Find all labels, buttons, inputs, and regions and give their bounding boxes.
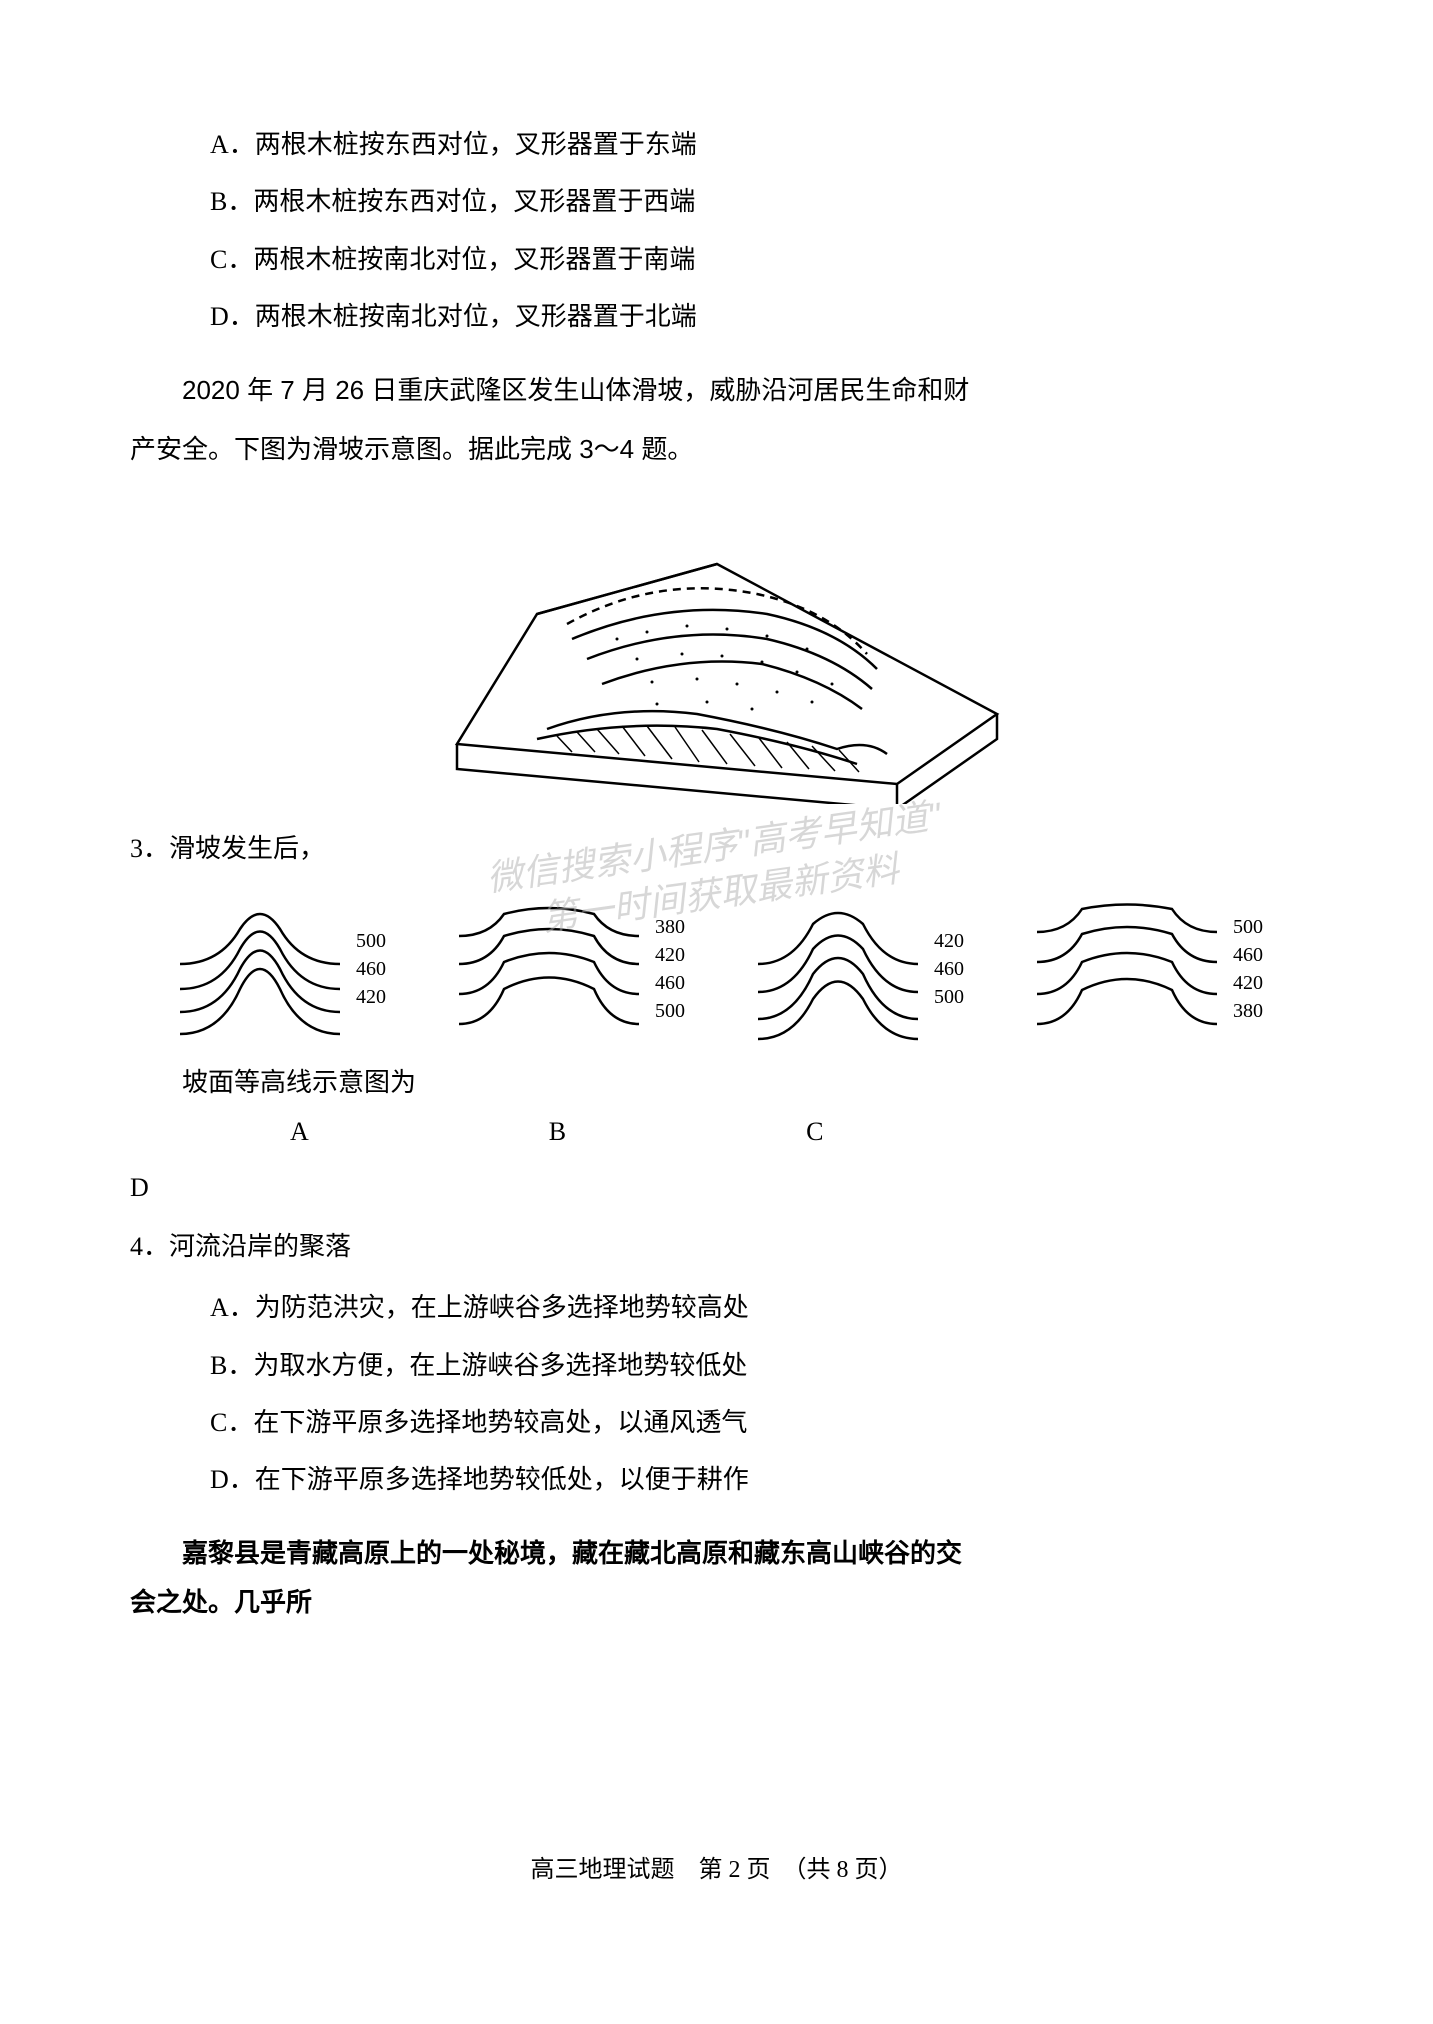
context2-line2: 会之处。几乎所 <box>130 1578 1303 1627</box>
label-d-1: 460 <box>1233 941 1263 969</box>
context2-line1: 嘉黎县是青藏高原上的一处秘境，藏在藏北高原和藏东高山峡谷的交 <box>130 1529 1303 1578</box>
label-a-2: 420 <box>356 983 386 1011</box>
q3-stem: 3．滑坡发生后， <box>130 824 1303 873</box>
q3-choice-a: A <box>290 1107 309 1156</box>
label-a-0: 500 <box>356 927 386 955</box>
opt-prev-d: D．两根木桩按南北对位，叉形器置于北端 <box>130 292 1303 341</box>
q3-choice-b: B <box>549 1107 566 1156</box>
label-b-0: 380 <box>655 913 685 941</box>
label-b-1: 420 <box>655 941 685 969</box>
contour-b-labels: 380 420 460 500 <box>655 913 685 1025</box>
q4-opt-b: B．为取水方便，在上游峡谷多选择地势较低处 <box>130 1341 1303 1390</box>
opt-prev-b: B．两根木桩按东西对位，叉形器置于西端 <box>130 177 1303 226</box>
label-d-3: 380 <box>1233 997 1263 1025</box>
label-c-0: 420 <box>934 927 964 955</box>
q3-choice-row: A B C <box>130 1107 1303 1156</box>
contour-a: 500 460 420 <box>170 894 386 1044</box>
context1-line1: 2020 年 7 月 26 日重庆武隆区发生山体滑坡，威胁沿河居民生命和财 <box>130 366 1303 415</box>
label-d-0: 500 <box>1233 913 1263 941</box>
contour-a-labels: 500 460 420 <box>356 927 386 1011</box>
opt-prev-c: C．两根木桩按南北对位，叉形器置于南端 <box>130 235 1303 284</box>
contour-c-labels: 420 460 500 <box>934 927 964 1011</box>
label-b-2: 460 <box>655 969 685 997</box>
q3-caption: 坡面等高线示意图为 <box>130 1058 1303 1107</box>
context1-line2: 产安全。下图为滑坡示意图。据此完成 3～4 题。 <box>130 425 1303 474</box>
contour-d-labels: 500 460 420 380 <box>1233 913 1263 1025</box>
q4-stem: 4．河流沿岸的聚落 <box>130 1222 1303 1271</box>
q4-opt-a: A．为防范洪灾，在上游峡谷多选择地势较高处 <box>130 1283 1303 1332</box>
label-a-1: 460 <box>356 955 386 983</box>
label-b-3: 500 <box>655 997 685 1025</box>
label-c-1: 460 <box>934 955 964 983</box>
contour-row: 微信搜索小程序"高考早知道" 第一时间获取最新资料 500 460 420 <box>130 894 1303 1044</box>
q3-choice-d: D <box>130 1163 1303 1212</box>
label-d-2: 420 <box>1233 969 1263 997</box>
opt-prev-a: A．两根木桩按东西对位，叉形器置于东端 <box>130 120 1303 169</box>
q4-opt-c: C．在下游平原多选择地势较高处，以通风透气 <box>130 1398 1303 1447</box>
contour-b: 380 420 460 500 <box>449 894 685 1044</box>
contour-c: 420 460 500 <box>748 894 964 1044</box>
label-c-2: 500 <box>934 983 964 1011</box>
page-footer: 高三地理试题 第 2 页 （共 8 页） <box>130 1848 1303 1894</box>
q3-choice-c: C <box>806 1107 823 1156</box>
contour-d: 500 460 420 380 <box>1027 894 1263 1044</box>
landslide-diagram <box>130 504 1303 804</box>
q4-opt-d: D．在下游平原多选择地势较低处，以便于耕作 <box>130 1455 1303 1504</box>
